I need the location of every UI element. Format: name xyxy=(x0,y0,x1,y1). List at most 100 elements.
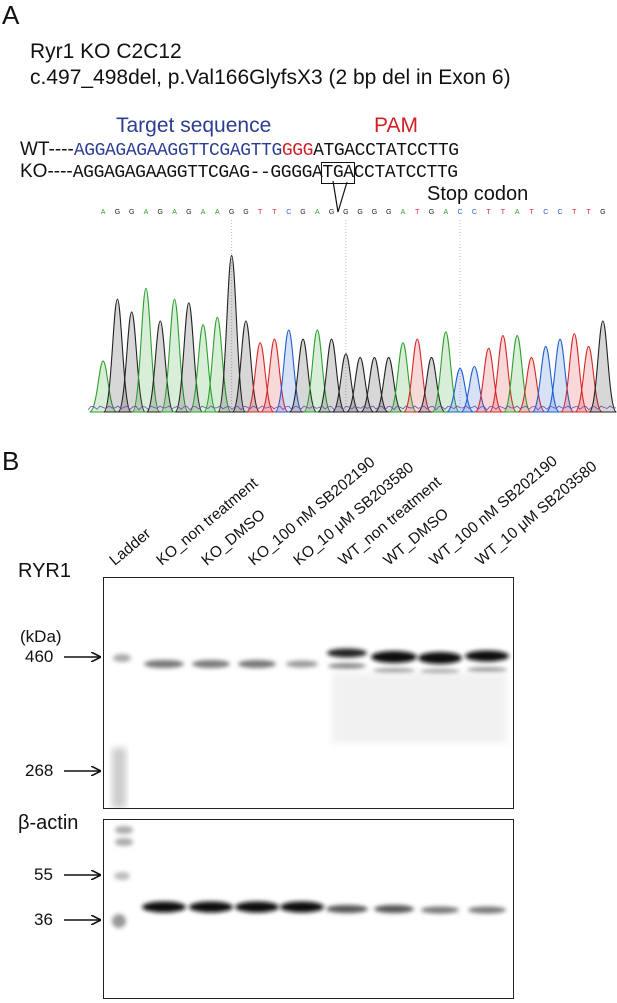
base-letter: G xyxy=(357,209,362,216)
base-letter: G xyxy=(300,209,305,216)
base-letter: A xyxy=(144,209,149,216)
chromatogram-peak xyxy=(517,356,546,413)
base-letter: A xyxy=(315,209,320,216)
base-letter: A xyxy=(515,209,520,216)
base-letter: G xyxy=(158,209,163,216)
base-letter: C xyxy=(543,209,548,216)
marker-460: 460 xyxy=(25,647,54,666)
actin-band-wt-sb202190 xyxy=(421,906,459,914)
marker-268: 268 xyxy=(25,761,54,780)
chromatogram-peak xyxy=(217,254,246,413)
base-letter: G xyxy=(600,209,605,216)
ryr1-bands xyxy=(112,648,509,808)
marker-55: 55 xyxy=(34,865,53,884)
marker-36: 36 xyxy=(34,910,53,929)
ryr1-band-wt-nt-lower xyxy=(328,663,366,669)
actin-band-wt-dmso xyxy=(374,905,414,913)
base-letter: T xyxy=(486,209,491,216)
base-letter: A xyxy=(401,209,406,216)
ryr1-ladder-smear xyxy=(112,748,126,808)
chromatogram-peak xyxy=(146,320,175,413)
actin-ladder-band-3 xyxy=(114,872,130,880)
chromatogram-peak xyxy=(117,311,146,413)
ryr1-band-ko-sb203580 xyxy=(286,660,318,668)
baseline-noise xyxy=(88,405,617,411)
base-letter: T xyxy=(572,209,577,216)
ryr1-band-wt-nt xyxy=(327,648,367,658)
wt-rest-seq: ATGACCTATCCTTG xyxy=(313,141,459,161)
actin-ladder-band-1 xyxy=(115,826,133,834)
ryr1-ladder-band xyxy=(113,654,131,662)
actin-ladder-band-4 xyxy=(112,914,126,928)
actin-blot xyxy=(103,819,514,999)
actin-ladder-band-2 xyxy=(115,838,133,846)
base-letter: T xyxy=(586,209,591,216)
wt-pam-seq: GGG xyxy=(281,141,314,161)
actin-bands xyxy=(112,826,506,928)
base-letter: G xyxy=(386,209,391,216)
actin-band-ko-sb203580 xyxy=(280,901,324,913)
actin-band-ko-nt xyxy=(142,901,186,913)
ryr1-band-wt-sb203580 xyxy=(465,650,509,662)
chromatogram-peak xyxy=(417,356,446,413)
target-sequence-label: Target sequence xyxy=(116,114,272,137)
base-letter: A xyxy=(215,209,220,216)
actin-band-wt-sb203580 xyxy=(468,906,506,914)
beta-actin-label: β-actin xyxy=(18,812,79,834)
chromatogram-peak xyxy=(474,347,503,413)
base-letter: C xyxy=(286,209,291,216)
base-letter: G xyxy=(186,209,191,216)
base-letter: G xyxy=(229,209,234,216)
panel-a-title: Ryr1 KO C2C12 xyxy=(30,40,182,63)
stop-codon-label: Stop codon xyxy=(427,183,529,205)
base-letter: A xyxy=(101,209,106,216)
base-letter: G xyxy=(329,209,334,216)
ko-stop-codon-box: TGA xyxy=(321,162,355,184)
actin-band-ko-dmso xyxy=(189,901,233,913)
panel-b-letter: B xyxy=(2,446,20,476)
base-letter: C xyxy=(472,209,477,216)
deletion-caret xyxy=(332,180,348,213)
panel-a-letter: A xyxy=(2,0,20,30)
ryr1-band-wt-sb202190 xyxy=(418,652,462,664)
base-letter: G xyxy=(343,209,348,216)
base-letter: G xyxy=(429,209,434,216)
base-letter: G xyxy=(129,209,134,216)
chromatogram-peak xyxy=(431,331,460,413)
chromatogram-peak xyxy=(374,356,403,413)
base-letter: A xyxy=(201,209,206,216)
base-letter: G xyxy=(243,209,248,216)
ryr1-blot xyxy=(103,577,514,809)
ko-prefix: KO---- xyxy=(20,161,73,182)
chromatogram-peak xyxy=(503,335,532,413)
chromatogram-peak xyxy=(588,320,617,413)
deletion-pointer xyxy=(332,180,348,213)
actin-band-ko-sb202190 xyxy=(235,901,279,913)
ko-seq-a: AGGAGAGAAGGTTCGAG--GGGGA xyxy=(72,163,323,183)
ryr1-band-wt-dmso xyxy=(371,651,417,663)
chromatogram-peak xyxy=(89,360,118,413)
wt-prefix: WT---- xyxy=(20,139,74,160)
actin-band-wt-nt xyxy=(326,905,368,913)
wt-target-seq: AGGAGAGAAGGTTCGAGTTG xyxy=(73,141,282,161)
pam-label: PAM xyxy=(374,114,418,137)
ryr1-smear xyxy=(332,673,507,743)
base-letter: G xyxy=(372,209,377,216)
ryr1-band-ko-dmso xyxy=(192,660,230,668)
base-letter: G xyxy=(115,209,120,216)
base-letter: A xyxy=(443,209,448,216)
ko-seq-b: CCTATCCTTG xyxy=(353,163,458,183)
chromatogram-peak xyxy=(460,365,489,413)
ryr1-band-wt-dmso-lower xyxy=(373,668,415,674)
base-letter: C xyxy=(557,209,562,216)
ko-sequence-row: KO----AGGAGAGAAGGTTCGAG--GGGGATGACCTATCC… xyxy=(20,161,458,184)
panel-a-subtitle: c.497_498del, p.Val166GlyfsX3 (2 bp del … xyxy=(30,66,511,89)
base-letter: T xyxy=(258,209,263,216)
base-letter: C xyxy=(458,209,463,216)
base-letter: T xyxy=(415,209,420,216)
ryr1-label: RYR1 xyxy=(18,560,71,582)
kda-label: (kDa) xyxy=(20,627,62,646)
chromatogram-peak xyxy=(574,345,603,413)
